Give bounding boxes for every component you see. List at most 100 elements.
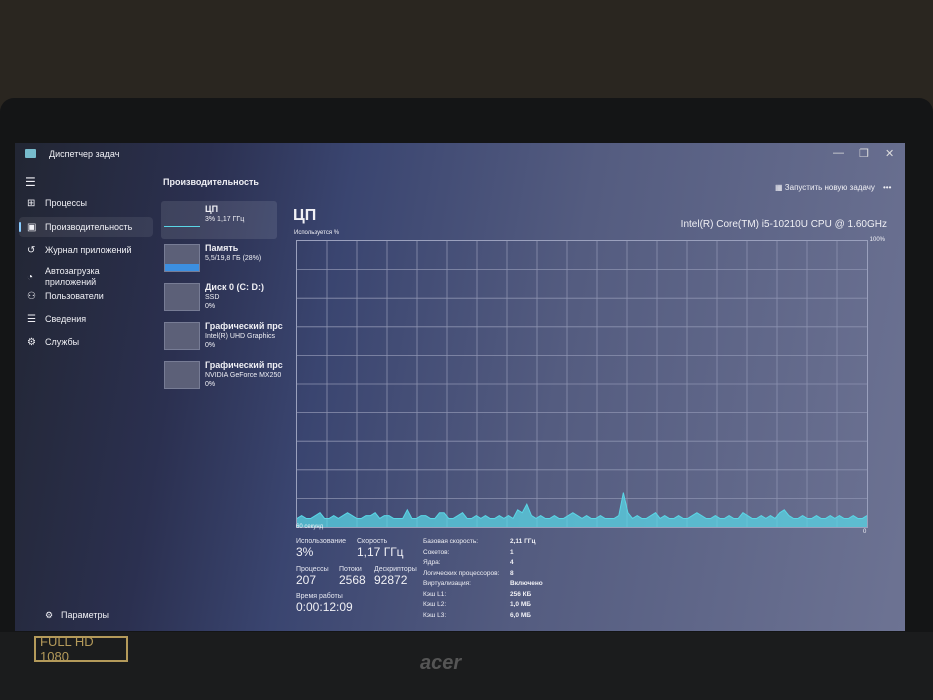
detail-row: Базовая скорость: 2,11 ГГц xyxy=(423,538,583,549)
users-icon: ⚇ xyxy=(27,290,36,302)
task-manager-icon xyxy=(25,149,36,158)
memory-thumbnail xyxy=(164,244,200,272)
title-bar: Диспетчер задач — ❐ ✕ xyxy=(15,143,905,167)
card-detail: 5,5/19,8 ГБ (28%) xyxy=(205,255,262,262)
card-name: Память xyxy=(205,243,239,253)
sidebar-item-label: Процессы xyxy=(45,198,88,208)
detail-row: Кэш L3: 6,0 МБ xyxy=(423,612,583,623)
detail-key: Логических процессоров: xyxy=(423,569,500,577)
sidebar-item-app-history[interactable]: ↺ Журнал приложений xyxy=(19,240,153,260)
sidebar-item-startup[interactable]: ◔ Автозагрузка приложений xyxy=(19,264,153,290)
brand-logo: acer xyxy=(420,652,462,674)
detail-key: Кэш L3: xyxy=(423,611,447,619)
stat-value: 1,17 ГГц xyxy=(357,545,404,559)
detail-value: 8 xyxy=(510,569,514,577)
startup-icon: ◔ xyxy=(27,271,34,283)
memory-fill xyxy=(165,263,199,271)
resource-card-gpu0[interactable]: Графический прс Intel(R) UHD Graphics 0% xyxy=(161,318,283,356)
stat-label: Потоки xyxy=(339,566,362,573)
stat-label: Процессы xyxy=(296,566,329,573)
cpu-model: Intel(R) Core(TM) i5-10210U CPU @ 1.60GH… xyxy=(680,219,887,230)
card-detail: Intel(R) UHD Graphics xyxy=(205,333,276,340)
detail-value: 4 xyxy=(510,559,514,566)
disk-thumbnail xyxy=(164,283,200,311)
cpu-graph xyxy=(296,240,868,528)
resource-card-memory[interactable]: Память 5,5/19,8 ГБ (28%) xyxy=(161,240,277,278)
cpu-thumbnail xyxy=(164,205,200,233)
sidebar-item-performance[interactable]: ▣ Производительность xyxy=(19,217,153,237)
gpu-thumbnail xyxy=(164,361,200,389)
stat-label: Дескрипторы xyxy=(374,566,417,573)
detail-row: Ядра: 4 xyxy=(423,559,583,570)
stat-value: 92872 xyxy=(374,573,408,587)
stat-label: Скорость xyxy=(357,538,388,545)
more-options-button[interactable]: ••• xyxy=(883,183,892,192)
sidebar-item-processes[interactable]: ⊞ Процессы xyxy=(19,193,153,213)
speed-stat: Скорость 1,17 ГГц xyxy=(357,538,404,559)
run-task-label: Запустить новую задачу xyxy=(784,183,875,192)
run-task-icon: ▦ xyxy=(775,183,785,192)
page-title: Производительность xyxy=(163,177,259,187)
processes-icon: ⊞ xyxy=(27,197,36,209)
card-detail: SSD xyxy=(205,294,220,301)
detail-row: Сокетов: 1 xyxy=(423,549,583,560)
laptop-base xyxy=(0,632,933,700)
sidebar-item-label: Сведения xyxy=(45,314,87,324)
services-icon: ⚙ xyxy=(27,336,36,348)
sidebar-item-users[interactable]: ⚇ Пользователи xyxy=(19,286,153,306)
detail-key: Сокетов: xyxy=(423,548,450,556)
detail-value: Включено xyxy=(510,580,543,587)
card-name: Графический прс xyxy=(205,360,283,370)
cpu-usage-line xyxy=(297,492,867,520)
min-label: 0 xyxy=(863,529,867,535)
sidebar-item-label: Производительность xyxy=(45,222,133,232)
sidebar-item-details[interactable]: ☰ Сведения xyxy=(19,309,153,329)
detail-value: 1 xyxy=(510,548,514,556)
stat-value: 207 xyxy=(296,573,317,587)
detail-key: Кэш L2: xyxy=(423,601,447,608)
minimize-button[interactable]: — xyxy=(833,147,844,159)
card-usage: 0% xyxy=(205,381,216,388)
resource-card-gpu1[interactable]: Графический прс NVIDIA GeForce MX250 0% xyxy=(161,357,283,395)
maximize-button[interactable]: ❐ xyxy=(859,148,869,160)
stat-label: Время работы xyxy=(296,593,343,600)
card-usage: 0% xyxy=(205,303,216,310)
sidebar-item-label: Журнал приложений xyxy=(45,245,132,255)
resource-list: ЦП 3% 1,17 ГГц Память 5,5/19,8 ГБ (28%) Ди… xyxy=(161,201,283,396)
resource-card-disk[interactable]: Диск 0 (C: D:) SSD 0% xyxy=(161,279,277,317)
settings-button[interactable]: ⚙ Параметры xyxy=(45,609,109,621)
detail-key: Виртуализация: xyxy=(423,580,471,587)
history-icon: ↺ xyxy=(27,244,36,256)
sidebar-item-label: Пользователи xyxy=(45,291,104,301)
sidebar-item-label: Службы xyxy=(45,337,80,347)
cpu-details-table: Базовая скорость: 2,11 ГГц Сокетов: 1 Ядра: 4… xyxy=(423,538,583,622)
cpu-usage-area xyxy=(297,492,867,527)
utilization-label: Используется % xyxy=(294,230,340,236)
sidebar-item-label: Автозагрузка приложений xyxy=(45,266,100,287)
detail-value: 1,0 МБ xyxy=(510,601,531,608)
usage-stat: Использование 3% xyxy=(296,538,346,559)
sidebar-item-services[interactable]: ⚙ Службы xyxy=(19,332,153,352)
menu-icon[interactable]: ☰ xyxy=(25,175,36,189)
time-range-label: 60 секунд xyxy=(296,524,324,530)
processes-stat: Процессы 207 xyxy=(296,566,329,587)
detail-row: Кэш L2: 1,0 МБ xyxy=(423,601,583,612)
stat-value: 3% xyxy=(296,545,314,559)
detail-key: Базовая скорость: xyxy=(423,538,479,545)
handles-stat: Дескрипторы 92872 xyxy=(374,566,417,587)
badge-text: FULL HD 1080 xyxy=(40,634,94,664)
sidebar: ☰ ⊞ Процессы ▣ Производительность ↺ Журнал … xyxy=(15,167,160,631)
uptime-stat: Время работы 0:00:12:09 xyxy=(296,593,353,614)
fullhd-badge: FULL HD 1080 xyxy=(34,634,128,664)
stat-label: Использование xyxy=(296,538,347,545)
performance-icon: ▣ xyxy=(27,221,37,233)
card-detail: 3% 1,17 ГГц xyxy=(205,216,245,223)
close-button[interactable]: ✕ xyxy=(885,148,895,160)
card-name: Графический прс xyxy=(205,321,283,331)
stat-value: 0:00:12:09 xyxy=(296,600,353,614)
run-new-task-button[interactable]: ▦ Запустить новую задачу xyxy=(775,183,875,192)
card-detail: NVIDIA GeForce MX250 xyxy=(205,372,282,379)
settings-label: Параметры xyxy=(61,610,109,620)
resource-card-cpu[interactable]: ЦП 3% 1,17 ГГц xyxy=(161,201,277,239)
detail-value: 6,0 МБ xyxy=(510,611,531,619)
